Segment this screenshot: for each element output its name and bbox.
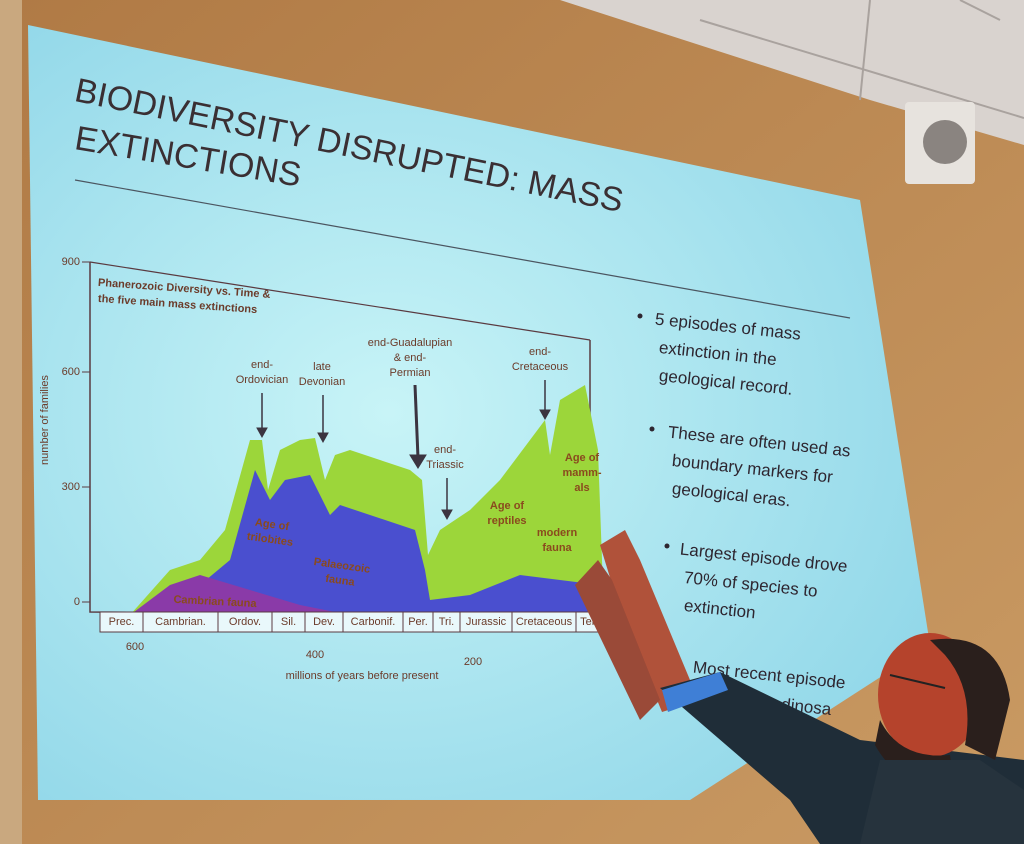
event-label: & end- [394,352,427,364]
fauna-label: Cambrian fauna [173,594,258,610]
area-palaeozoic [150,470,600,615]
y-tick-label: 0 [74,596,80,608]
fauna-label: als [574,482,589,494]
fauna-label: modern [537,527,578,539]
x-tick-label: 200 [464,656,482,668]
period-label: Sil. [281,616,296,628]
fauna-label: fauna [542,542,572,554]
y-tick-label: 300 [62,481,80,493]
chart-frame-top [89,261,591,341]
ceiling-grid [699,0,1024,119]
event-label: Cretaceous [512,361,569,373]
event-label: end- [251,359,273,371]
event-label: Devonian [299,376,345,388]
presenter [575,530,1024,844]
x-tick-label: 600 [126,641,144,653]
period-label: Jurassic [466,616,507,628]
period-label: Prec. [109,616,135,628]
bullet-dot [649,426,655,432]
fauna-label: Age of [490,500,525,512]
period-label: Per. [408,616,428,628]
period-label: Cambrian. [155,616,206,628]
period-label: Ordov. [229,616,261,628]
event-label: Triassic [426,459,464,471]
y-axis-label: number of families [39,375,51,465]
event-label: Ordovician [236,374,289,386]
bullet-dot [664,543,670,549]
event-arrows [256,380,551,521]
event-label: late [313,361,331,373]
period-label: Tri. [439,616,454,628]
period-label: Dev. [313,616,335,628]
y-tick-label: 600 [62,366,80,378]
x-tick-label: 400 [306,649,324,661]
period-label: Cretaceous [516,616,573,628]
event-label: end- [434,444,456,456]
fauna-label: reptiles [487,515,526,527]
event-label: end-Guadalupian [368,337,452,349]
y-tick-label: 900 [62,256,80,268]
frame-edge [0,0,22,844]
event-label: Permian [390,367,431,379]
fauna-label: fauna [325,573,357,589]
x-axis-label: millions of years before present [286,670,439,682]
title-rule [74,179,851,319]
fauna-label: Age of [565,452,600,464]
period-label: Carbonif. [351,616,396,628]
bullet-dot [637,313,643,319]
fauna-label: mamm- [562,467,601,479]
fauna-label: Age of [254,517,290,534]
event-label: end- [529,346,551,358]
speaker-grille [923,120,967,164]
area-cambrian [130,575,340,615]
